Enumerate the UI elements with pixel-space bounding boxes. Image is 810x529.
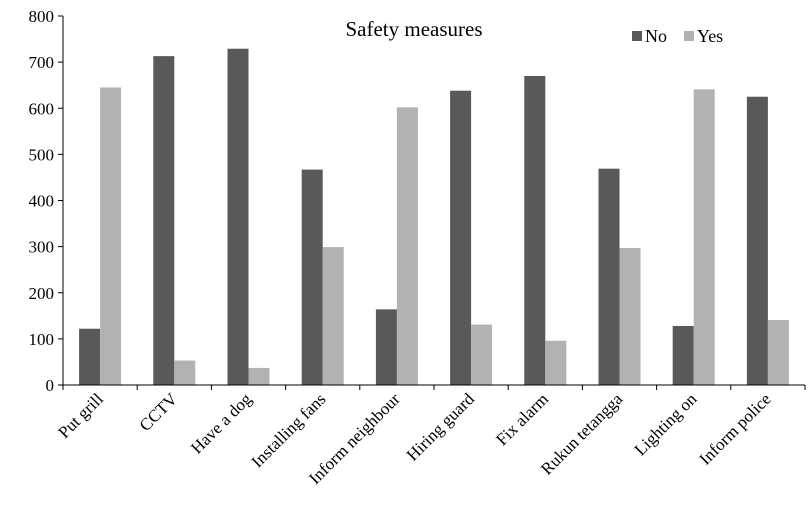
- bar-no-0: [79, 328, 101, 385]
- bars-layer: [79, 48, 789, 386]
- bar-yes-6: [545, 340, 567, 385]
- bar-yes-3: [322, 247, 344, 385]
- bar-no-4: [375, 309, 397, 385]
- bar-yes-9: [767, 319, 789, 385]
- bar-yes-8: [693, 89, 715, 386]
- bar-yes-4: [396, 107, 418, 385]
- x-tick-label: Installing fans: [248, 389, 330, 471]
- bar-yes-2: [248, 367, 270, 385]
- y-tick-label: 500: [29, 145, 55, 164]
- y-tick-label: 800: [29, 7, 55, 26]
- bar-no-7: [598, 168, 620, 385]
- x-tick-label: Put grill: [54, 389, 107, 442]
- x-tick-label: CCTV: [136, 389, 182, 435]
- legend-swatch-yes: [684, 31, 694, 41]
- bar-no-8: [672, 325, 694, 385]
- y-tick-label: 200: [29, 284, 55, 303]
- x-tick-label: Inform police: [696, 389, 775, 468]
- bar-yes-0: [100, 87, 122, 386]
- bar-yes-7: [619, 248, 641, 385]
- bar-no-9: [746, 96, 768, 385]
- y-tick-label: 300: [29, 238, 55, 257]
- y-tick-label: 0: [46, 376, 55, 395]
- y-tick-label: 400: [29, 192, 55, 211]
- legend-swatch-no: [632, 31, 642, 41]
- x-tick-label: Hiring guard: [403, 389, 479, 465]
- y-tick-label: 600: [29, 99, 55, 118]
- y-ticks: 0 100 200 300 400 500 600 700 800: [29, 7, 63, 395]
- bar-no-6: [524, 75, 546, 386]
- bar-yes-1: [174, 360, 196, 385]
- bar-no-5: [450, 90, 472, 385]
- legend-label-yes: Yes: [697, 26, 723, 46]
- bar-yes-5: [471, 324, 493, 385]
- y-tick-label: 100: [29, 330, 55, 349]
- bar-no-1: [153, 56, 175, 385]
- bar-no-2: [227, 48, 249, 385]
- chart-title: Safety measures: [345, 17, 482, 41]
- legend: No Yes: [632, 26, 723, 46]
- y-tick-label: 700: [29, 53, 55, 72]
- bar-no-3: [301, 169, 323, 385]
- x-tick-label: Have a dog: [187, 389, 256, 458]
- x-tick-label: Fix alarm: [492, 389, 552, 449]
- legend-label-no: No: [645, 26, 667, 46]
- x-tick-label: Lighting on: [631, 389, 701, 459]
